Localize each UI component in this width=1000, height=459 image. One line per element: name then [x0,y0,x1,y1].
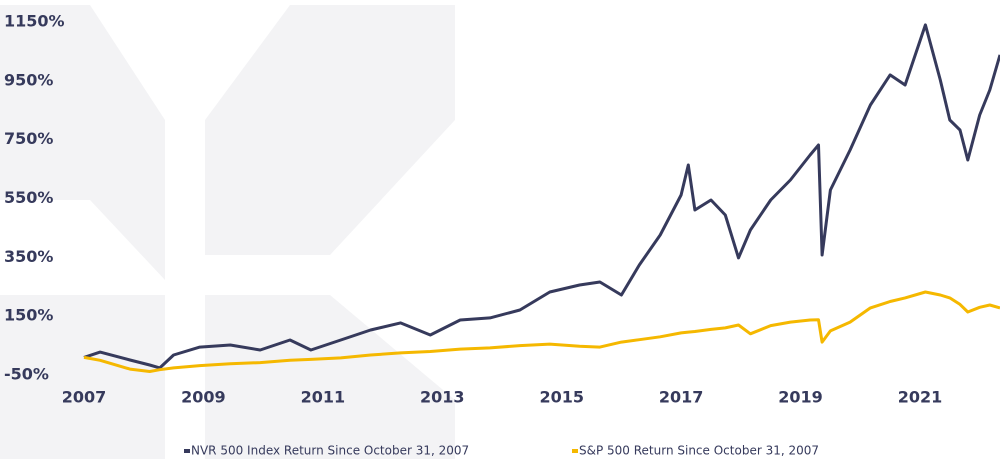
background-logo [0,5,455,459]
y-tick-label: 950% [4,70,53,89]
y-tick-label: -50% [4,365,49,384]
x-tick-label: 2007 [62,388,107,407]
series-line [83,23,1000,370]
series-line [83,290,1000,373]
legend-label: NVR 500 Index Return Since October 31, 2… [191,444,469,458]
x-tick-label: 2013 [420,388,465,407]
x-tick-label: 2015 [539,388,584,407]
y-tick-label: 350% [4,247,53,266]
x-tick-label: 2019 [778,388,823,407]
y-tick-label: 150% [4,306,53,325]
y-tick-label: 1150% [4,12,65,31]
x-tick-label: 2011 [301,388,346,407]
x-tick-label: 2017 [659,388,704,407]
legend-label: S&P 500 Return Since October 31, 2007 [579,444,819,458]
y-tick-label: 550% [4,188,53,207]
y-tick-label: 750% [4,129,53,148]
x-tick-label: 2021 [898,388,943,407]
x-tick-label: 2009 [181,388,226,407]
